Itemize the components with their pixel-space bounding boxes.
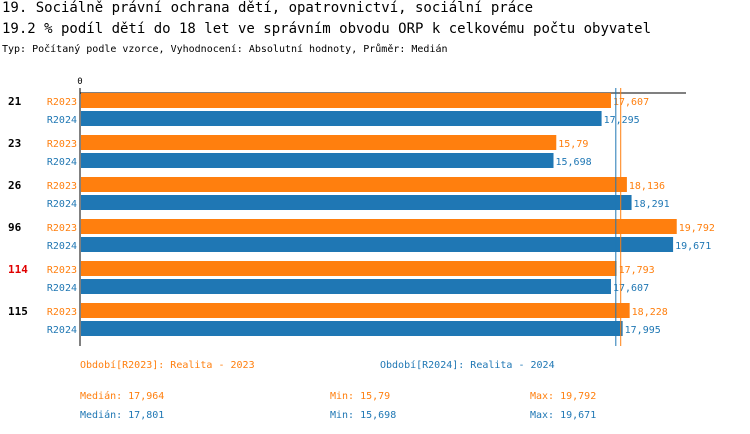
stat-min-2023: Min: 15,79 xyxy=(330,391,391,402)
series-label-R2023-23: R2023 xyxy=(47,139,77,150)
series-label-R2023-26: R2023 xyxy=(47,181,77,192)
category-label-23: 23 xyxy=(8,137,21,150)
stat-median-2024: Medián: 17,801 xyxy=(80,410,165,421)
bar-value-R2023-21: 17,607 xyxy=(613,97,649,108)
stat-max-2023: Max: 19,792 xyxy=(530,391,597,402)
bar-value-R2023-96: 19,792 xyxy=(679,223,715,234)
bar-value-R2023-115: 18,228 xyxy=(632,307,668,318)
chart-subtitle: Typ: Počítaný podle vzorce, Vyhodnocení:… xyxy=(2,44,448,55)
legend-period-2024: Období[R2024]: Realita - 2024 xyxy=(380,360,555,371)
bar-R2024-96 xyxy=(81,237,674,252)
series-label-R2023-114: R2023 xyxy=(47,265,77,276)
chart-title-line1: 19. Sociálně právní ochrana dětí, opatro… xyxy=(2,0,534,16)
category-label-115: 115 xyxy=(8,305,28,318)
bar-R2023-114 xyxy=(81,261,617,276)
category-label-21: 21 xyxy=(8,95,22,108)
category-label-114: 114 xyxy=(8,263,28,276)
bar-value-R2024-96: 19,671 xyxy=(675,241,711,252)
bar-value-R2023-23: 15,79 xyxy=(558,139,588,150)
series-label-R2024-96: R2024 xyxy=(47,241,77,252)
bar-value-R2023-114: 17,793 xyxy=(619,265,655,276)
series-label-R2023-115: R2023 xyxy=(47,307,77,318)
chart-title-line2: 19.2 % podíl dětí do 18 let ve správním … xyxy=(2,21,652,37)
bar-R2024-114 xyxy=(81,279,611,294)
bar-R2023-21 xyxy=(81,93,611,108)
category-label-26: 26 xyxy=(8,179,22,192)
stat-min-2024: Min: 15,698 xyxy=(330,410,397,421)
series-label-R2023-21: R2023 xyxy=(47,97,77,108)
bar-R2023-96 xyxy=(81,219,677,234)
bar-value-R2023-26: 18,136 xyxy=(629,181,665,192)
bar-R2023-26 xyxy=(81,177,627,192)
bar-value-R2024-115: 17,995 xyxy=(625,325,661,336)
series-label-R2024-114: R2024 xyxy=(47,283,77,294)
bar-R2024-26 xyxy=(81,195,632,210)
bar-value-R2024-21: 17,295 xyxy=(604,115,640,126)
axis-zero-label: 0 xyxy=(77,77,82,87)
category-label-96: 96 xyxy=(8,221,22,234)
series-label-R2024-26: R2024 xyxy=(47,199,77,210)
bar-value-R2024-26: 18,291 xyxy=(634,199,670,210)
bar-value-R2024-23: 15,698 xyxy=(556,157,592,168)
legend-period-2023: Období[R2023]: Realita - 2023 xyxy=(80,360,255,371)
series-label-R2024-115: R2024 xyxy=(47,325,77,336)
bar-R2024-23 xyxy=(81,153,554,168)
series-label-R2024-23: R2024 xyxy=(47,157,77,168)
series-label-R2024-21: R2024 xyxy=(47,115,77,126)
bar-R2023-23 xyxy=(81,135,557,150)
stat-median-2023: Medián: 17,964 xyxy=(80,391,165,402)
bar-value-R2024-114: 17,607 xyxy=(613,283,649,294)
series-label-R2023-96: R2023 xyxy=(47,223,77,234)
bar-R2024-21 xyxy=(81,111,602,126)
bar-R2023-115 xyxy=(81,303,630,318)
stat-max-2024: Max: 19,671 xyxy=(530,410,597,421)
bar-R2024-115 xyxy=(81,321,623,336)
